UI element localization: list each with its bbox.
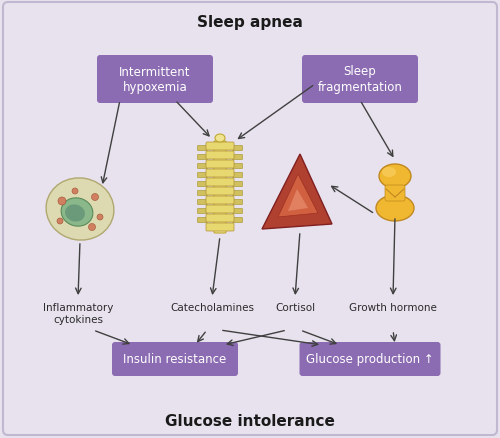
Text: Catecholamines: Catecholamines	[170, 302, 254, 312]
FancyBboxPatch shape	[206, 205, 234, 213]
FancyBboxPatch shape	[198, 182, 207, 187]
Text: Growth hormone: Growth hormone	[349, 302, 437, 312]
FancyBboxPatch shape	[206, 187, 234, 195]
FancyBboxPatch shape	[3, 3, 497, 435]
Text: Sleep
fragmentation: Sleep fragmentation	[318, 65, 402, 94]
Polygon shape	[262, 155, 332, 230]
FancyBboxPatch shape	[198, 218, 207, 223]
Text: Glucose intolerance: Glucose intolerance	[165, 413, 335, 428]
FancyBboxPatch shape	[198, 173, 207, 178]
FancyBboxPatch shape	[206, 161, 234, 169]
FancyBboxPatch shape	[232, 146, 242, 151]
FancyBboxPatch shape	[206, 143, 234, 151]
FancyBboxPatch shape	[206, 197, 234, 205]
FancyBboxPatch shape	[198, 164, 207, 169]
Text: Intermittent
hypoxemia: Intermittent hypoxemia	[120, 65, 191, 94]
FancyBboxPatch shape	[232, 164, 242, 169]
Polygon shape	[278, 175, 318, 218]
Text: Glucose production ↑: Glucose production ↑	[306, 353, 434, 366]
Ellipse shape	[376, 195, 414, 222]
FancyBboxPatch shape	[232, 155, 242, 160]
FancyBboxPatch shape	[300, 342, 440, 376]
FancyBboxPatch shape	[112, 342, 238, 376]
Text: Cortisol: Cortisol	[275, 302, 315, 312]
Text: Insulin resistance: Insulin resistance	[124, 353, 226, 366]
Text: Inflammatory
cytokines: Inflammatory cytokines	[43, 302, 113, 325]
FancyBboxPatch shape	[232, 218, 242, 223]
FancyBboxPatch shape	[232, 191, 242, 196]
FancyBboxPatch shape	[232, 209, 242, 214]
FancyBboxPatch shape	[206, 152, 234, 159]
Ellipse shape	[379, 165, 411, 189]
Ellipse shape	[61, 198, 93, 226]
Ellipse shape	[65, 205, 85, 222]
FancyBboxPatch shape	[385, 186, 405, 201]
FancyBboxPatch shape	[198, 146, 207, 151]
Text: Sleep apnea: Sleep apnea	[197, 14, 303, 29]
FancyBboxPatch shape	[97, 56, 213, 104]
Ellipse shape	[46, 179, 114, 240]
FancyBboxPatch shape	[232, 173, 242, 178]
Circle shape	[72, 189, 78, 194]
Ellipse shape	[215, 135, 225, 143]
FancyBboxPatch shape	[302, 56, 418, 104]
Polygon shape	[288, 190, 308, 212]
FancyBboxPatch shape	[198, 191, 207, 196]
Circle shape	[92, 194, 98, 201]
FancyBboxPatch shape	[232, 200, 242, 205]
FancyBboxPatch shape	[206, 215, 234, 223]
FancyBboxPatch shape	[198, 209, 207, 214]
Circle shape	[58, 198, 66, 205]
FancyBboxPatch shape	[232, 182, 242, 187]
Circle shape	[57, 219, 63, 225]
FancyBboxPatch shape	[198, 155, 207, 160]
FancyBboxPatch shape	[214, 141, 226, 233]
FancyBboxPatch shape	[206, 170, 234, 177]
Ellipse shape	[382, 168, 396, 177]
FancyBboxPatch shape	[198, 200, 207, 205]
FancyBboxPatch shape	[206, 223, 234, 231]
FancyBboxPatch shape	[206, 179, 234, 187]
Circle shape	[88, 224, 96, 231]
Circle shape	[97, 215, 103, 220]
